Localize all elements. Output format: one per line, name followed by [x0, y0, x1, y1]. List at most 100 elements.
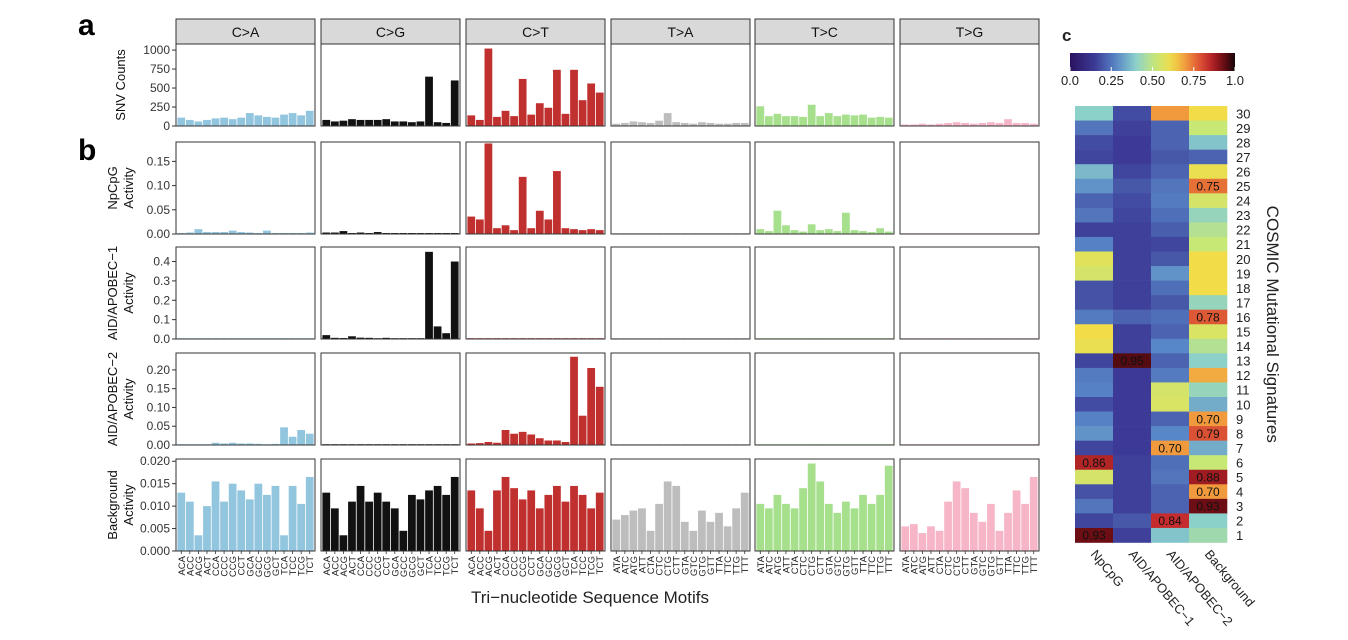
x-tick-label: TCA: [570, 555, 581, 575]
y-tick-label: 0.000: [140, 544, 170, 558]
heatmap-cell: [1075, 120, 1114, 136]
heatmap-cell: [1113, 455, 1152, 471]
heatmap-cell: [1113, 527, 1152, 543]
bar: [570, 229, 578, 234]
heatmap-cell-label: 0.93: [1082, 529, 1106, 543]
bar: [194, 121, 203, 126]
heatmap-cell: [1151, 397, 1190, 412]
bar: [390, 121, 399, 126]
bar: [816, 230, 825, 234]
bar: [271, 485, 280, 551]
panel-frame: [754, 43, 895, 127]
heatmap-row-label: 14: [1236, 339, 1250, 354]
bar: [390, 508, 399, 551]
bar: [527, 114, 536, 126]
bar: [833, 231, 842, 234]
bar: [484, 441, 493, 445]
bar: [1004, 512, 1012, 551]
bar: [782, 503, 790, 551]
bar: [663, 481, 672, 551]
heatmap-cell: [1113, 469, 1152, 485]
bar: [399, 530, 408, 551]
heatmap-cell: [1189, 382, 1228, 398]
bar: [237, 232, 246, 234]
bar: [740, 122, 749, 126]
row-label: AID/APOBEC−1 Activity: [105, 246, 136, 340]
bar: [799, 231, 807, 234]
bar: [442, 494, 451, 551]
heatmap-cell: [1113, 178, 1152, 194]
x-tick-label: CCT: [382, 556, 393, 576]
bar: [450, 80, 459, 126]
bar: [220, 443, 228, 445]
y-tick-label: 0.1: [153, 313, 170, 327]
row-label: NpCpG Activity: [105, 166, 136, 209]
heatmap-cell: [1075, 324, 1114, 340]
bar: [535, 438, 544, 445]
panel-frame: [175, 141, 316, 235]
heatmap-cell-label: 0.70: [1196, 412, 1220, 426]
bar: [578, 494, 587, 551]
bar: [185, 119, 194, 126]
colorbar-tick-label: 0.25: [1099, 73, 1124, 88]
bar: [620, 122, 629, 126]
facet-panel: [465, 43, 606, 127]
bar: [254, 115, 263, 126]
bar: [1029, 123, 1038, 126]
heatmap-cell: [1189, 455, 1228, 471]
x-tick-label: ATG: [773, 556, 784, 575]
facet-panel: [610, 458, 751, 552]
bar: [756, 106, 765, 126]
bar: [790, 508, 799, 551]
heatmap-row-label: 29: [1236, 121, 1250, 136]
bar: [442, 333, 451, 339]
bar: [493, 442, 501, 445]
x-tick-label: GCA: [245, 555, 256, 576]
bar: [433, 326, 442, 339]
y-tick-label: 1000: [143, 43, 170, 57]
bar: [807, 104, 816, 126]
facet-strip: [610, 18, 751, 45]
heatmap-cell: [1075, 207, 1114, 223]
bar: [935, 123, 944, 126]
x-tick-label: GTC: [689, 556, 700, 576]
bar: [288, 485, 297, 551]
bar: [1021, 503, 1030, 551]
row-label-line: Activity: [121, 167, 136, 209]
bar: [356, 119, 365, 126]
bar: [263, 230, 271, 234]
heatmap-cell-label: 0.84: [1158, 514, 1182, 528]
bar: [433, 122, 442, 126]
bar: [698, 122, 706, 126]
heatmap-cell: [1113, 236, 1152, 252]
heatmap-cell: [1075, 338, 1114, 354]
bar: [850, 115, 859, 126]
heatmap-row-label: 24: [1236, 194, 1250, 209]
bar: [382, 501, 391, 551]
x-tick-label: GCC: [399, 556, 410, 577]
bar: [824, 113, 833, 126]
heatmap-cell: [1113, 222, 1152, 238]
heatmap-cell: [1113, 207, 1152, 223]
bar: [620, 515, 629, 551]
bar: [867, 232, 876, 234]
bar: [501, 110, 510, 126]
bar: [918, 123, 927, 126]
heatmap-cell: [1075, 149, 1114, 165]
x-tick-label: CTG: [952, 556, 963, 576]
panel-letter-c: c: [1062, 26, 1071, 45]
heatmap-row-label: 1: [1236, 528, 1243, 543]
bar: [544, 107, 553, 126]
x-tick-label: GTT: [995, 556, 1006, 575]
bar: [680, 521, 689, 551]
x-tick-label: CTG: [663, 556, 674, 576]
bar: [211, 118, 220, 126]
heatmap-cell: [1113, 426, 1152, 441]
x-tick-label: CTA: [935, 555, 946, 574]
y-tick-label: 0: [163, 119, 170, 133]
x-tick-label: ATT: [926, 556, 937, 573]
y-tick-label: 0.05: [147, 419, 171, 433]
heatmap-cell: [1113, 106, 1152, 121]
bar: [680, 122, 689, 126]
panel-frame: [610, 43, 751, 127]
